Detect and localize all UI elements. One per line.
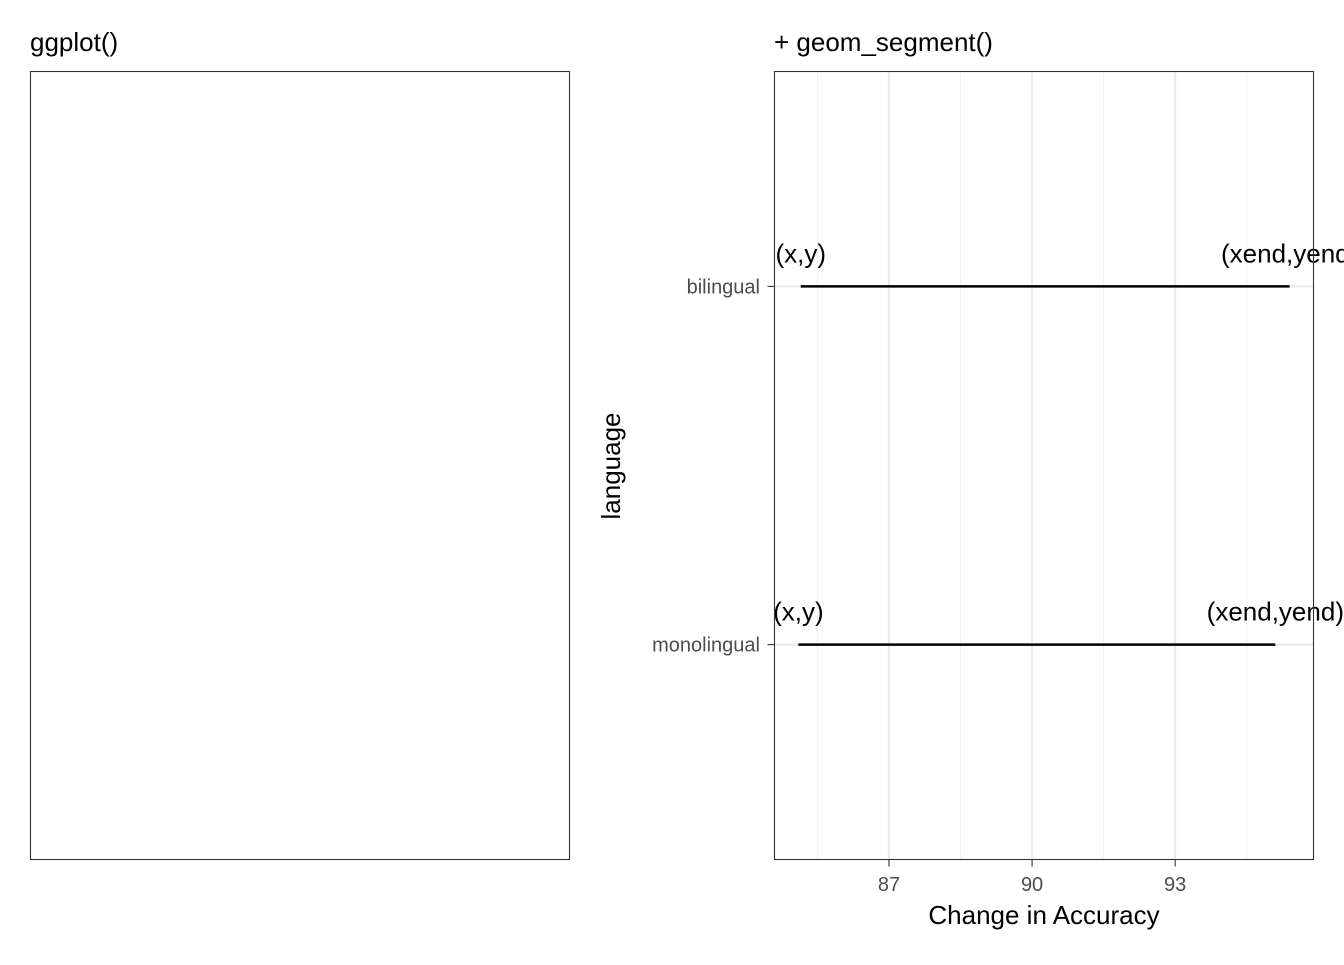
right-panel-border xyxy=(773,70,1315,861)
y-tick-label: monolingual xyxy=(652,635,760,657)
right-panel-title: + geom_segment() xyxy=(774,27,993,57)
plot-background xyxy=(774,71,1314,860)
start-label-monolingual: (x,y) xyxy=(773,597,824,627)
left-panel-title: ggplot() xyxy=(30,27,118,57)
segments-layer: (x,y) (xend,yend) (x,y) (xend,yend) xyxy=(773,238,1344,646)
end-label-bilingual: (xend,yend) xyxy=(1221,238,1344,268)
axes-layer: 87 90 93 bilingual monolingual xyxy=(652,276,1186,896)
left-panel: ggplot() xyxy=(29,27,571,861)
x-tick-label: 87 xyxy=(878,874,900,896)
start-label-bilingual: (x,y) xyxy=(775,238,826,268)
x-axis-title: Change in Accuracy xyxy=(928,900,1159,930)
left-panel-border xyxy=(29,70,571,861)
x-tick-label: 93 xyxy=(1164,874,1186,896)
end-label-monolingual: (xend,yend) xyxy=(1207,597,1344,627)
right-panel: + geom_segment() (x,y)(xend,yend)(x,y)(x… xyxy=(596,27,1344,930)
y-axis-title: language xyxy=(596,413,626,520)
y-tick-label: bilingual xyxy=(687,276,760,298)
x-tick-label: 90 xyxy=(1021,874,1043,896)
